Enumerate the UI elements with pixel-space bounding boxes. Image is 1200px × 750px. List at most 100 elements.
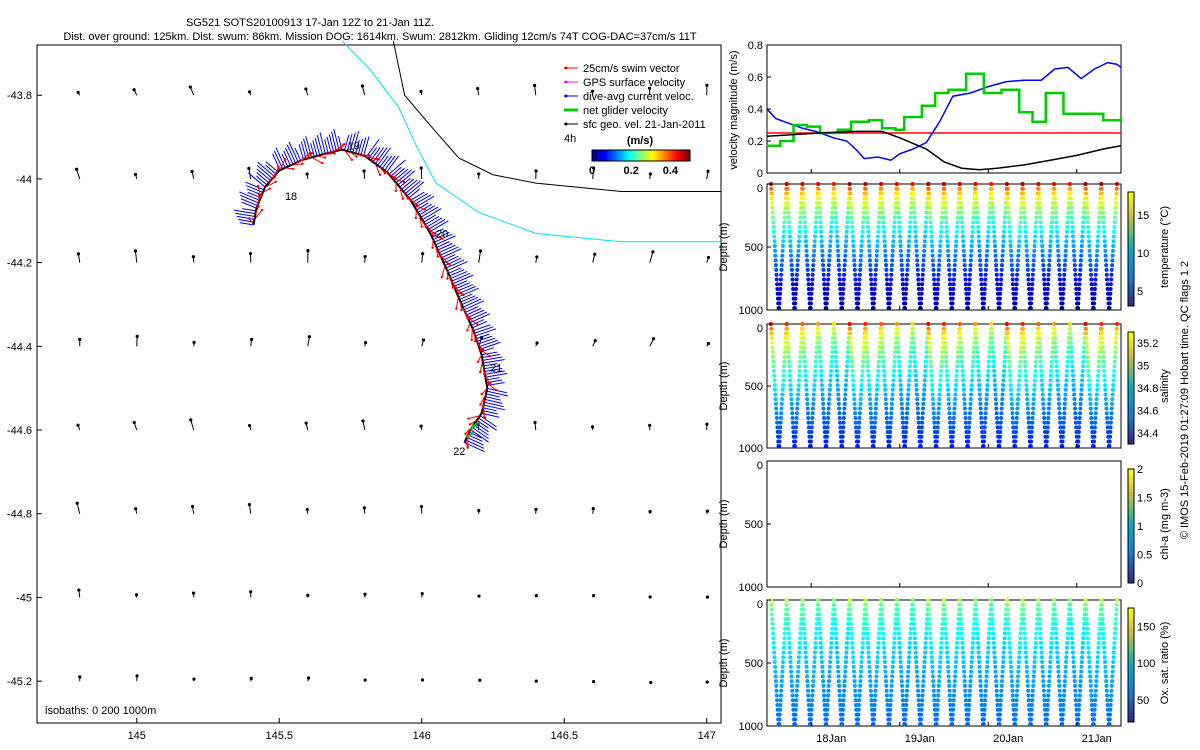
dac-vector — [463, 300, 485, 311]
swim-vector-head — [474, 339, 477, 343]
profile-sample — [1002, 224, 1007, 229]
profile-sample — [1104, 679, 1109, 684]
profile-sample — [824, 444, 829, 449]
profile-sample — [848, 607, 853, 612]
geo-velocity-arrow — [477, 508, 481, 514]
profile-sample — [989, 191, 994, 196]
profile-sample — [1095, 244, 1100, 249]
profile-sample — [817, 336, 822, 341]
profile-sample — [853, 272, 858, 277]
profile-sample — [1013, 296, 1018, 301]
dac-vector — [294, 147, 302, 161]
profile-sample — [803, 224, 808, 229]
profile-sample — [1080, 239, 1085, 244]
profile-sample — [1071, 248, 1076, 253]
profile-sample — [907, 650, 912, 655]
profile-sample — [881, 224, 886, 229]
profile-sample — [801, 196, 806, 201]
profile-sample — [907, 229, 912, 234]
profile-sample — [848, 191, 853, 196]
dac-vector — [448, 267, 462, 274]
profile-sample — [858, 258, 863, 263]
profile-sample — [945, 655, 950, 660]
dac-vector — [485, 393, 500, 398]
profile-sample — [852, 674, 857, 679]
profile-sample — [956, 205, 961, 210]
profile-sample — [789, 258, 794, 263]
profile-sample — [785, 617, 790, 622]
profile-sample — [945, 650, 950, 655]
profile-sample — [915, 263, 920, 268]
profile-sample — [958, 196, 963, 201]
profile-sample — [773, 664, 778, 669]
profile-sample — [1088, 679, 1093, 684]
profile-sample — [829, 354, 834, 359]
swim-vector — [413, 204, 425, 210]
profile-sample — [817, 617, 822, 622]
profile-sample — [1048, 664, 1053, 669]
profile-sample — [1036, 598, 1041, 602]
profile-sample — [824, 296, 829, 301]
profile-colorbar-cell — [1128, 613, 1134, 618]
profile-sample — [1092, 712, 1097, 717]
profile-sample — [880, 617, 885, 622]
profile-sample — [849, 359, 854, 364]
profile-colorbar-cell — [1128, 537, 1134, 541]
profile-sample — [863, 598, 868, 602]
profile-sample — [979, 277, 984, 282]
profile-sample — [976, 234, 981, 239]
profile-sample — [1020, 186, 1025, 191]
profile-sample — [992, 645, 997, 650]
colorbar-tick: 0 — [589, 165, 595, 177]
profile-sample — [928, 636, 933, 641]
profile-sample — [969, 239, 974, 244]
dac-vector — [240, 198, 258, 207]
profile-sample — [1080, 234, 1085, 239]
profile-sample — [898, 650, 903, 655]
profile-colorbar-cell — [1128, 231, 1134, 236]
profile-sample — [851, 253, 856, 258]
profile-sample — [832, 191, 837, 196]
profile-colorbar-cell — [1128, 574, 1134, 578]
profile-colorbar-cell — [1128, 534, 1134, 538]
profile-sample — [808, 439, 813, 444]
profile-sample — [1072, 263, 1077, 268]
swim-vector — [355, 152, 367, 159]
profile-sample — [865, 631, 870, 636]
swim-vector-head — [446, 277, 449, 280]
profile-sample — [772, 234, 777, 239]
profile-sample — [952, 683, 957, 688]
profile-sample — [1084, 612, 1089, 617]
profile-sample — [830, 345, 835, 350]
profile-sample — [1009, 392, 1014, 397]
profile-sample — [873, 272, 878, 277]
profile-sample — [809, 707, 814, 712]
profile-sample — [1054, 640, 1059, 645]
profile-sample — [789, 397, 794, 402]
profile-sample — [1100, 345, 1105, 350]
profile-sample — [1007, 368, 1012, 373]
profile-colorbar-cell — [1128, 627, 1134, 632]
profile-sample — [876, 220, 881, 225]
profile-sample — [1046, 693, 1051, 698]
swim-vector — [254, 209, 263, 220]
profile-sample — [867, 660, 872, 665]
profile-sample — [1099, 322, 1104, 326]
dac-vector — [245, 181, 265, 191]
profile-sample — [1053, 626, 1058, 631]
profile-sample — [902, 306, 907, 311]
profile-sample — [913, 368, 918, 373]
profile-sample — [821, 693, 826, 698]
profile-colorbar-cell — [1128, 684, 1134, 689]
profile-sample — [1085, 626, 1090, 631]
profile-sample — [818, 364, 823, 369]
profile-sample — [889, 406, 894, 411]
isobaths-label: isobaths: 0 200 1000m — [45, 705, 156, 717]
profile-sample — [963, 693, 968, 698]
profile-sample — [907, 368, 912, 373]
swim-vector — [466, 429, 471, 438]
profile-sample — [817, 340, 822, 345]
profile-sample — [831, 322, 836, 326]
profile-sample — [978, 272, 983, 277]
dac-vector — [467, 434, 483, 442]
